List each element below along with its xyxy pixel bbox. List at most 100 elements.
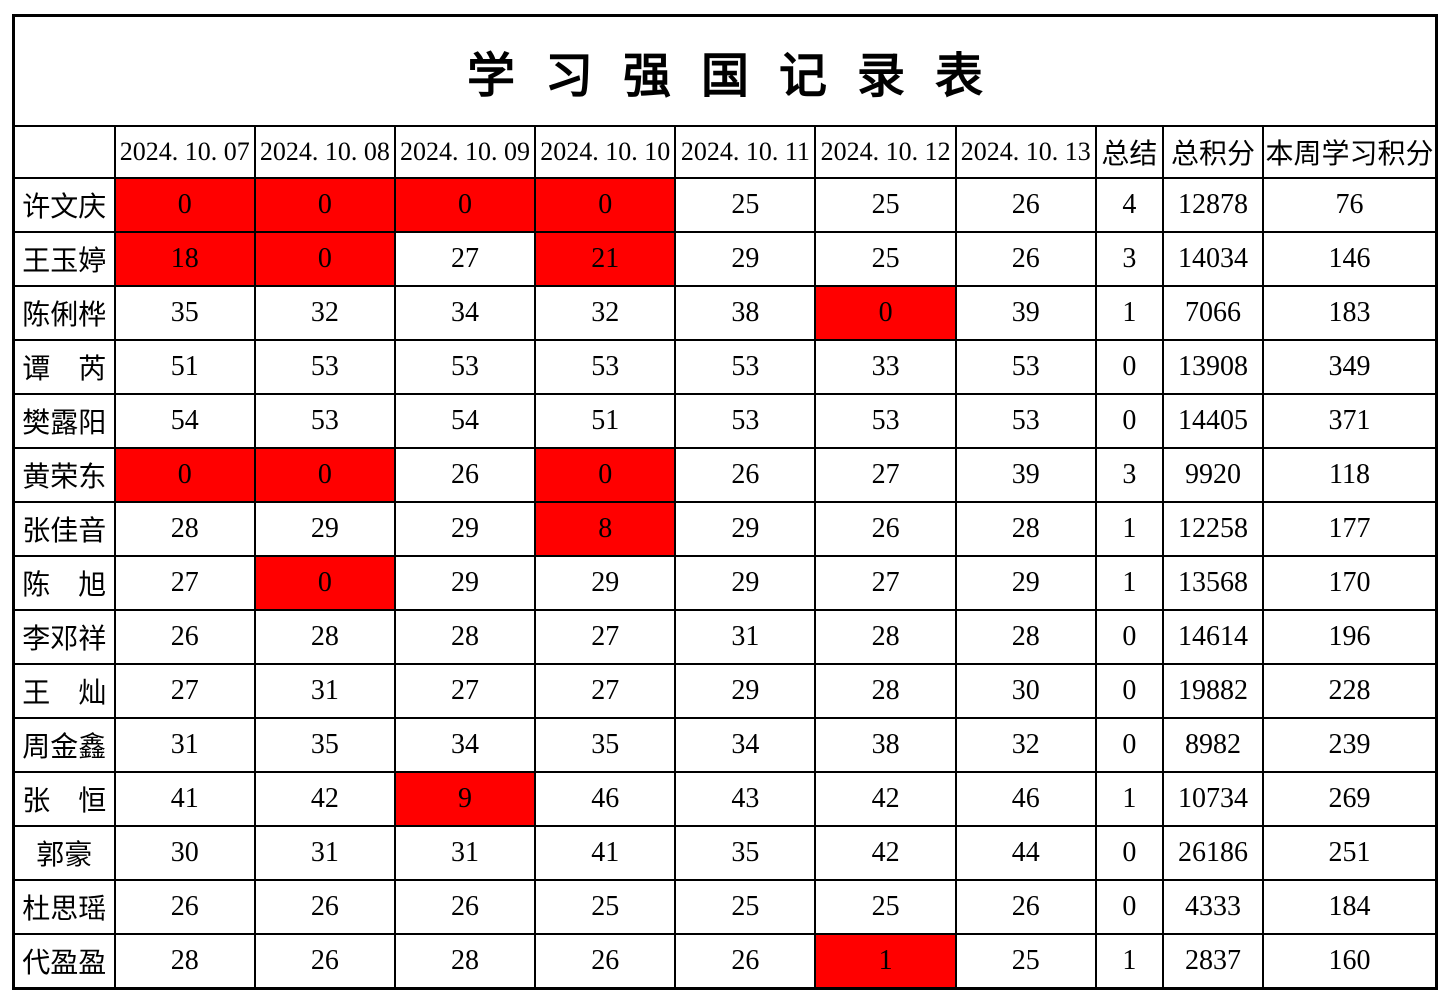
score-cell: 28	[954, 609, 1097, 665]
score-cell: 32	[253, 285, 396, 341]
date-column-header-6: 2024. 10. 12	[814, 125, 957, 179]
total-points-cell: 12878	[1161, 177, 1265, 233]
score-cell: 33	[814, 339, 957, 395]
score-cell: 46	[534, 771, 677, 827]
total-points-cell: 14614	[1161, 609, 1265, 665]
score-cell: 42	[814, 825, 957, 881]
score-cell: 41	[534, 825, 677, 881]
score-cell: 30	[113, 825, 256, 881]
score-cell: 34	[674, 717, 817, 773]
score-cell: 26	[113, 879, 256, 935]
score-cell: 25	[814, 177, 957, 233]
score-cell: 46	[954, 771, 1097, 827]
total-points-cell: 19882	[1161, 663, 1265, 719]
score-cell-highlighted: 9	[393, 771, 537, 827]
member-name: 王玉婷	[12, 231, 116, 287]
date-column-header-4: 2024. 10. 10	[534, 125, 677, 179]
score-cell: 30	[954, 663, 1097, 719]
score-cell: 31	[253, 825, 396, 881]
weekly-points-cell: 184	[1262, 879, 1438, 935]
score-cell: 44	[954, 825, 1097, 881]
score-cell-highlighted: 0	[113, 177, 256, 233]
summary-cell: 1	[1094, 501, 1164, 557]
score-cell: 27	[113, 663, 256, 719]
member-name: 樊露阳	[12, 393, 116, 449]
score-cell-highlighted: 0	[253, 555, 396, 611]
summary-cell: 4	[1094, 177, 1164, 233]
score-cell: 28	[113, 501, 256, 557]
score-cell: 35	[253, 717, 396, 773]
member-name: 张佳音	[12, 501, 116, 557]
score-cell: 27	[534, 663, 677, 719]
total-points-cell: 12258	[1161, 501, 1265, 557]
member-name: 杜思瑶	[12, 879, 116, 935]
score-cell: 27	[814, 555, 957, 611]
name-column-header	[12, 125, 116, 179]
score-cell-highlighted: 8	[534, 501, 677, 557]
score-cell: 34	[393, 717, 537, 773]
total-points-cell: 14034	[1161, 231, 1265, 287]
score-cell: 28	[113, 933, 256, 990]
summary-cell: 3	[1094, 447, 1164, 503]
score-cell-highlighted: 0	[253, 177, 396, 233]
record-row: 谭 芮 51 53 53 53 53 33 53 0 13908 349	[12, 339, 1438, 395]
weekly-points-cell: 170	[1262, 555, 1438, 611]
weekly-points-cell: 160	[1262, 933, 1438, 990]
record-row: 张 恒 41 42 9 46 43 42 46 1 10734 269	[12, 771, 1438, 827]
summary-cell: 0	[1094, 609, 1164, 665]
member-name: 王 灿	[12, 663, 116, 719]
score-cell: 53	[674, 393, 817, 449]
record-row: 王玉婷 18 0 27 21 29 25 26 3 14034 146	[12, 231, 1438, 287]
score-cell: 53	[954, 393, 1097, 449]
score-cell: 28	[393, 609, 537, 665]
score-cell: 25	[814, 879, 957, 935]
score-cell: 29	[393, 501, 537, 557]
score-cell: 26	[814, 501, 957, 557]
summary-cell: 0	[1094, 717, 1164, 773]
title-row: 学习强国记录表	[12, 14, 1438, 127]
score-cell-highlighted: 0	[113, 447, 256, 503]
score-cell: 53	[814, 393, 957, 449]
score-cell: 27	[814, 447, 957, 503]
record-row: 许文庆 0 0 0 0 25 25 26 4 12878 76	[12, 177, 1438, 233]
score-cell-highlighted: 1	[814, 933, 957, 990]
score-cell: 25	[954, 933, 1097, 990]
score-cell: 43	[674, 771, 817, 827]
member-name: 周金鑫	[12, 717, 116, 773]
score-cell: 26	[954, 177, 1097, 233]
score-cell: 35	[674, 825, 817, 881]
score-cell: 34	[393, 285, 537, 341]
weekly-points-cell: 269	[1262, 771, 1438, 827]
score-cell: 38	[674, 285, 817, 341]
total-points-cell: 14405	[1161, 393, 1265, 449]
summary-cell: 1	[1094, 771, 1164, 827]
member-name: 黄荣东	[12, 447, 116, 503]
score-cell: 26	[674, 447, 817, 503]
score-cell: 26	[113, 609, 256, 665]
score-cell: 27	[113, 555, 256, 611]
record-row: 李邓祥 26 28 28 27 31 28 28 0 14614 196	[12, 609, 1438, 665]
score-cell: 39	[954, 447, 1097, 503]
score-cell: 53	[393, 339, 537, 395]
score-cell: 28	[393, 933, 537, 990]
record-row: 黄荣东 0 0 26 0 26 27 39 3 9920 118	[12, 447, 1438, 503]
date-column-header-2: 2024. 10. 08	[253, 125, 396, 179]
score-cell-highlighted: 0	[253, 447, 396, 503]
weekly-points-cell: 349	[1262, 339, 1438, 395]
summary-cell: 0	[1094, 879, 1164, 935]
weekly-points-cell: 183	[1262, 285, 1438, 341]
score-cell: 26	[954, 879, 1097, 935]
weekly-points-cell: 76	[1262, 177, 1438, 233]
member-name: 陈俐桦	[12, 285, 116, 341]
score-cell: 26	[954, 231, 1097, 287]
score-cell: 28	[253, 609, 396, 665]
score-cell: 28	[814, 609, 957, 665]
score-cell: 27	[534, 609, 677, 665]
member-name: 谭 芮	[12, 339, 116, 395]
weekly-points-cell: 177	[1262, 501, 1438, 557]
summary-column-header: 总结	[1094, 125, 1164, 179]
score-cell: 53	[674, 339, 817, 395]
score-cell: 51	[534, 393, 677, 449]
score-cell-highlighted: 0	[814, 285, 957, 341]
score-cell: 25	[534, 879, 677, 935]
